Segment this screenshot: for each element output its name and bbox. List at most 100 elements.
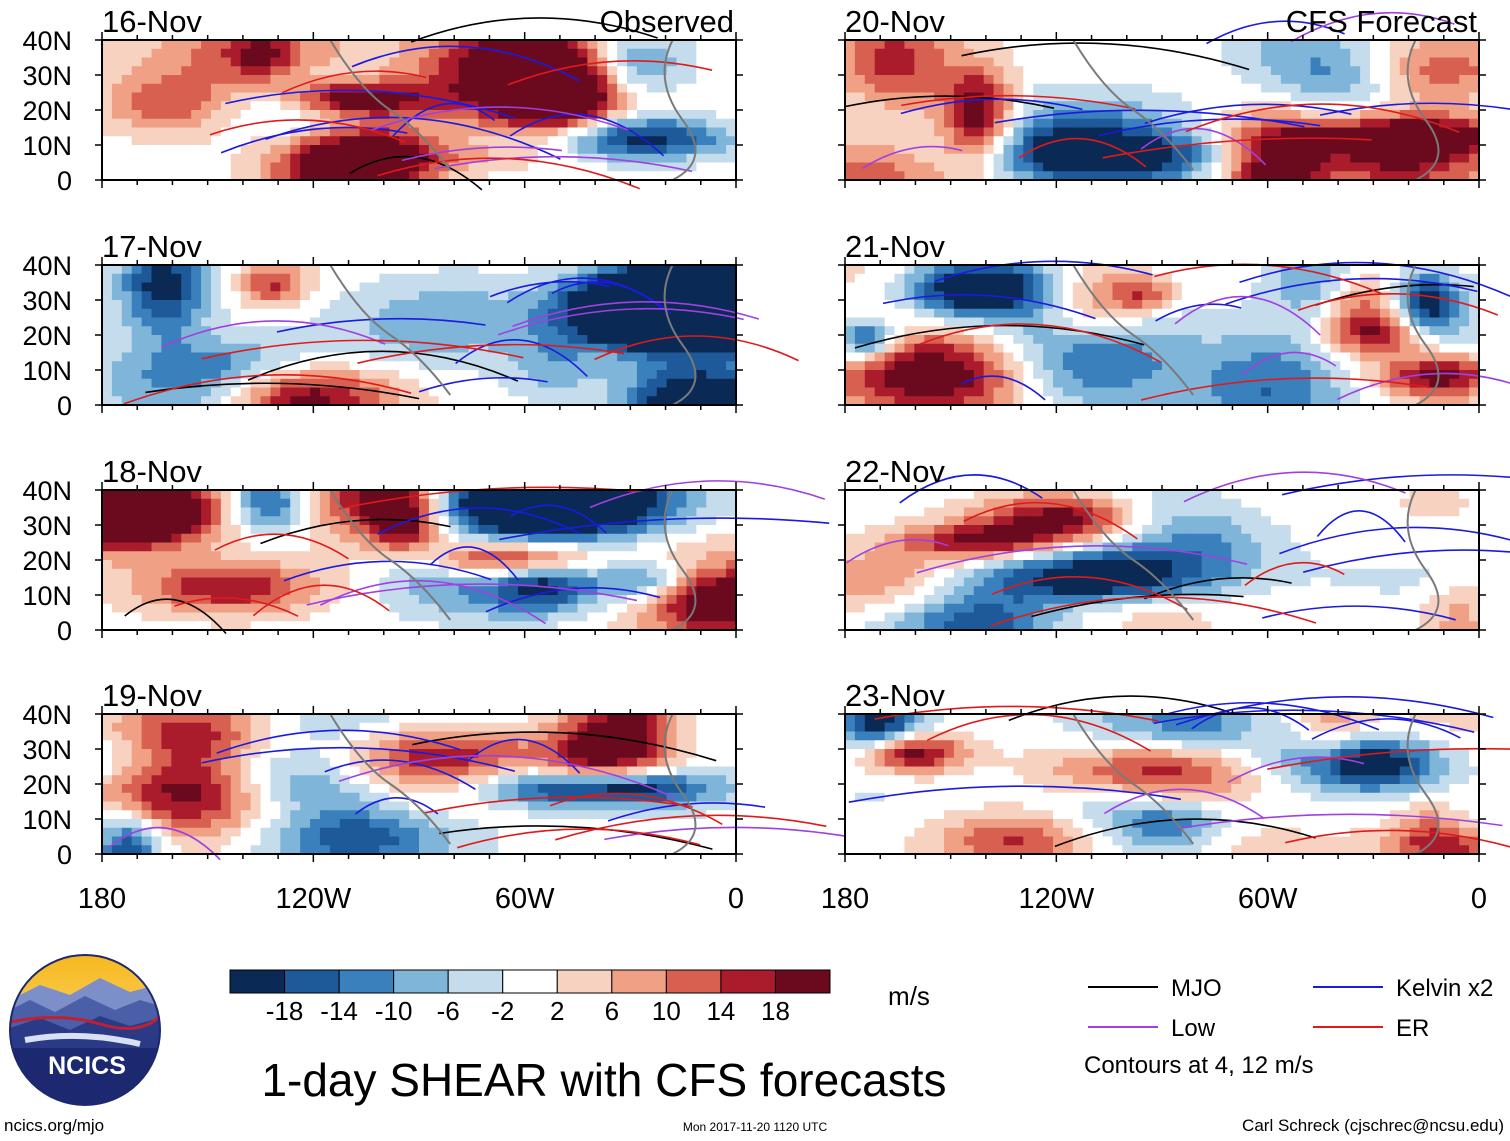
lat-label: 0 [57, 166, 72, 196]
shear-cell [607, 542, 618, 552]
shear-cell [696, 757, 707, 768]
shear-cell [478, 757, 489, 768]
shear-cell [171, 101, 182, 111]
shear-cell [716, 282, 727, 292]
shear-cell [696, 265, 707, 275]
shear-cell [696, 92, 707, 102]
shear-cell [409, 162, 420, 172]
shear-cell [547, 352, 559, 362]
shear-cell [587, 92, 598, 102]
shear-cell [240, 810, 252, 820]
shear-cell [329, 171, 341, 181]
shear-cell [230, 801, 242, 811]
shear-cell [240, 291, 252, 301]
shear-cell [1112, 83, 1123, 94]
shear-cell [1132, 75, 1143, 85]
shear-cell [260, 533, 272, 544]
shear-cell [577, 775, 589, 785]
lat-label: 30N [22, 511, 72, 541]
shear-cell [161, 326, 172, 336]
lat-label: 20N [22, 96, 72, 126]
shear-cell [131, 525, 143, 535]
shear-cell [636, 525, 648, 535]
shear-cell [240, 836, 252, 846]
shear-cell [389, 551, 400, 561]
shear-cell [201, 396, 212, 406]
shear-cell [498, 577, 509, 587]
shear-cell [1162, 171, 1173, 181]
shear-cell [478, 101, 489, 111]
shear-cell [686, 110, 697, 120]
contour-line [506, 277, 672, 315]
shear-cell [508, 525, 519, 535]
shear-cell [379, 603, 390, 614]
shear-cell [379, 568, 390, 579]
shear-cell [607, 784, 618, 794]
shear-cell [161, 300, 172, 310]
shear-cell [686, 75, 697, 85]
shear-cell [428, 265, 440, 275]
shear-cell [181, 282, 192, 292]
shear-cell [607, 335, 618, 345]
shear-cell [636, 396, 648, 406]
shear-cell [1033, 66, 1044, 76]
shear-cell [458, 568, 470, 579]
shear-cell [131, 784, 143, 794]
shear-cell [300, 352, 311, 362]
shear-cell [191, 136, 202, 146]
shear-cell [270, 757, 281, 768]
shear-cell [339, 516, 351, 526]
shear-cell [151, 542, 163, 552]
shear-cell [151, 48, 163, 59]
shear-cell [1142, 110, 1153, 120]
shear-cell [389, 66, 400, 76]
shear-cell [300, 66, 311, 76]
shear-cell [210, 136, 222, 146]
shear-cell [1201, 48, 1213, 59]
shear-cell [656, 110, 668, 120]
shear-cell [1122, 136, 1133, 146]
shear-cell [161, 66, 172, 76]
shear-cell [537, 845, 549, 855]
shear-cell [310, 722, 321, 733]
shear-cell [498, 343, 509, 354]
shear-cell [349, 542, 361, 552]
shear-cell [726, 775, 737, 785]
shear-cell [409, 568, 420, 579]
shear-cell [468, 291, 480, 301]
shear-cell [210, 387, 222, 397]
contour-line [145, 382, 420, 400]
shear-cell [290, 335, 301, 345]
shear-cell [210, 317, 222, 327]
shear-cell [151, 775, 163, 785]
shear-cell [1102, 162, 1114, 172]
shear-cell [1062, 110, 1074, 120]
shear-cell [696, 273, 707, 284]
shear-cell [151, 335, 163, 345]
shear-cell [508, 784, 519, 794]
shear-cell [1062, 48, 1074, 59]
shear-cell [696, 819, 707, 829]
shear-cell [201, 145, 212, 155]
shear-cell [577, 66, 589, 76]
shear-cell [121, 757, 133, 768]
shear-cell [310, 542, 321, 552]
shear-cell [310, 352, 321, 362]
shear-cell [210, 603, 222, 614]
shear-cell [111, 819, 123, 829]
shear-cell [300, 621, 311, 631]
shear-cell [448, 101, 460, 111]
shear-cell [646, 819, 658, 829]
shear-cell [102, 48, 113, 59]
shear-cell [319, 171, 331, 181]
shear-cell [359, 343, 371, 354]
shear-cell [944, 136, 955, 146]
shear-cell [924, 162, 935, 172]
shear-cell [518, 101, 529, 111]
shear-cell [319, 92, 331, 102]
shear-cell [339, 836, 351, 846]
shear-cell [716, 827, 727, 838]
shear-cell [111, 343, 123, 354]
shear-cell [131, 612, 143, 622]
shear-cell [706, 714, 717, 724]
